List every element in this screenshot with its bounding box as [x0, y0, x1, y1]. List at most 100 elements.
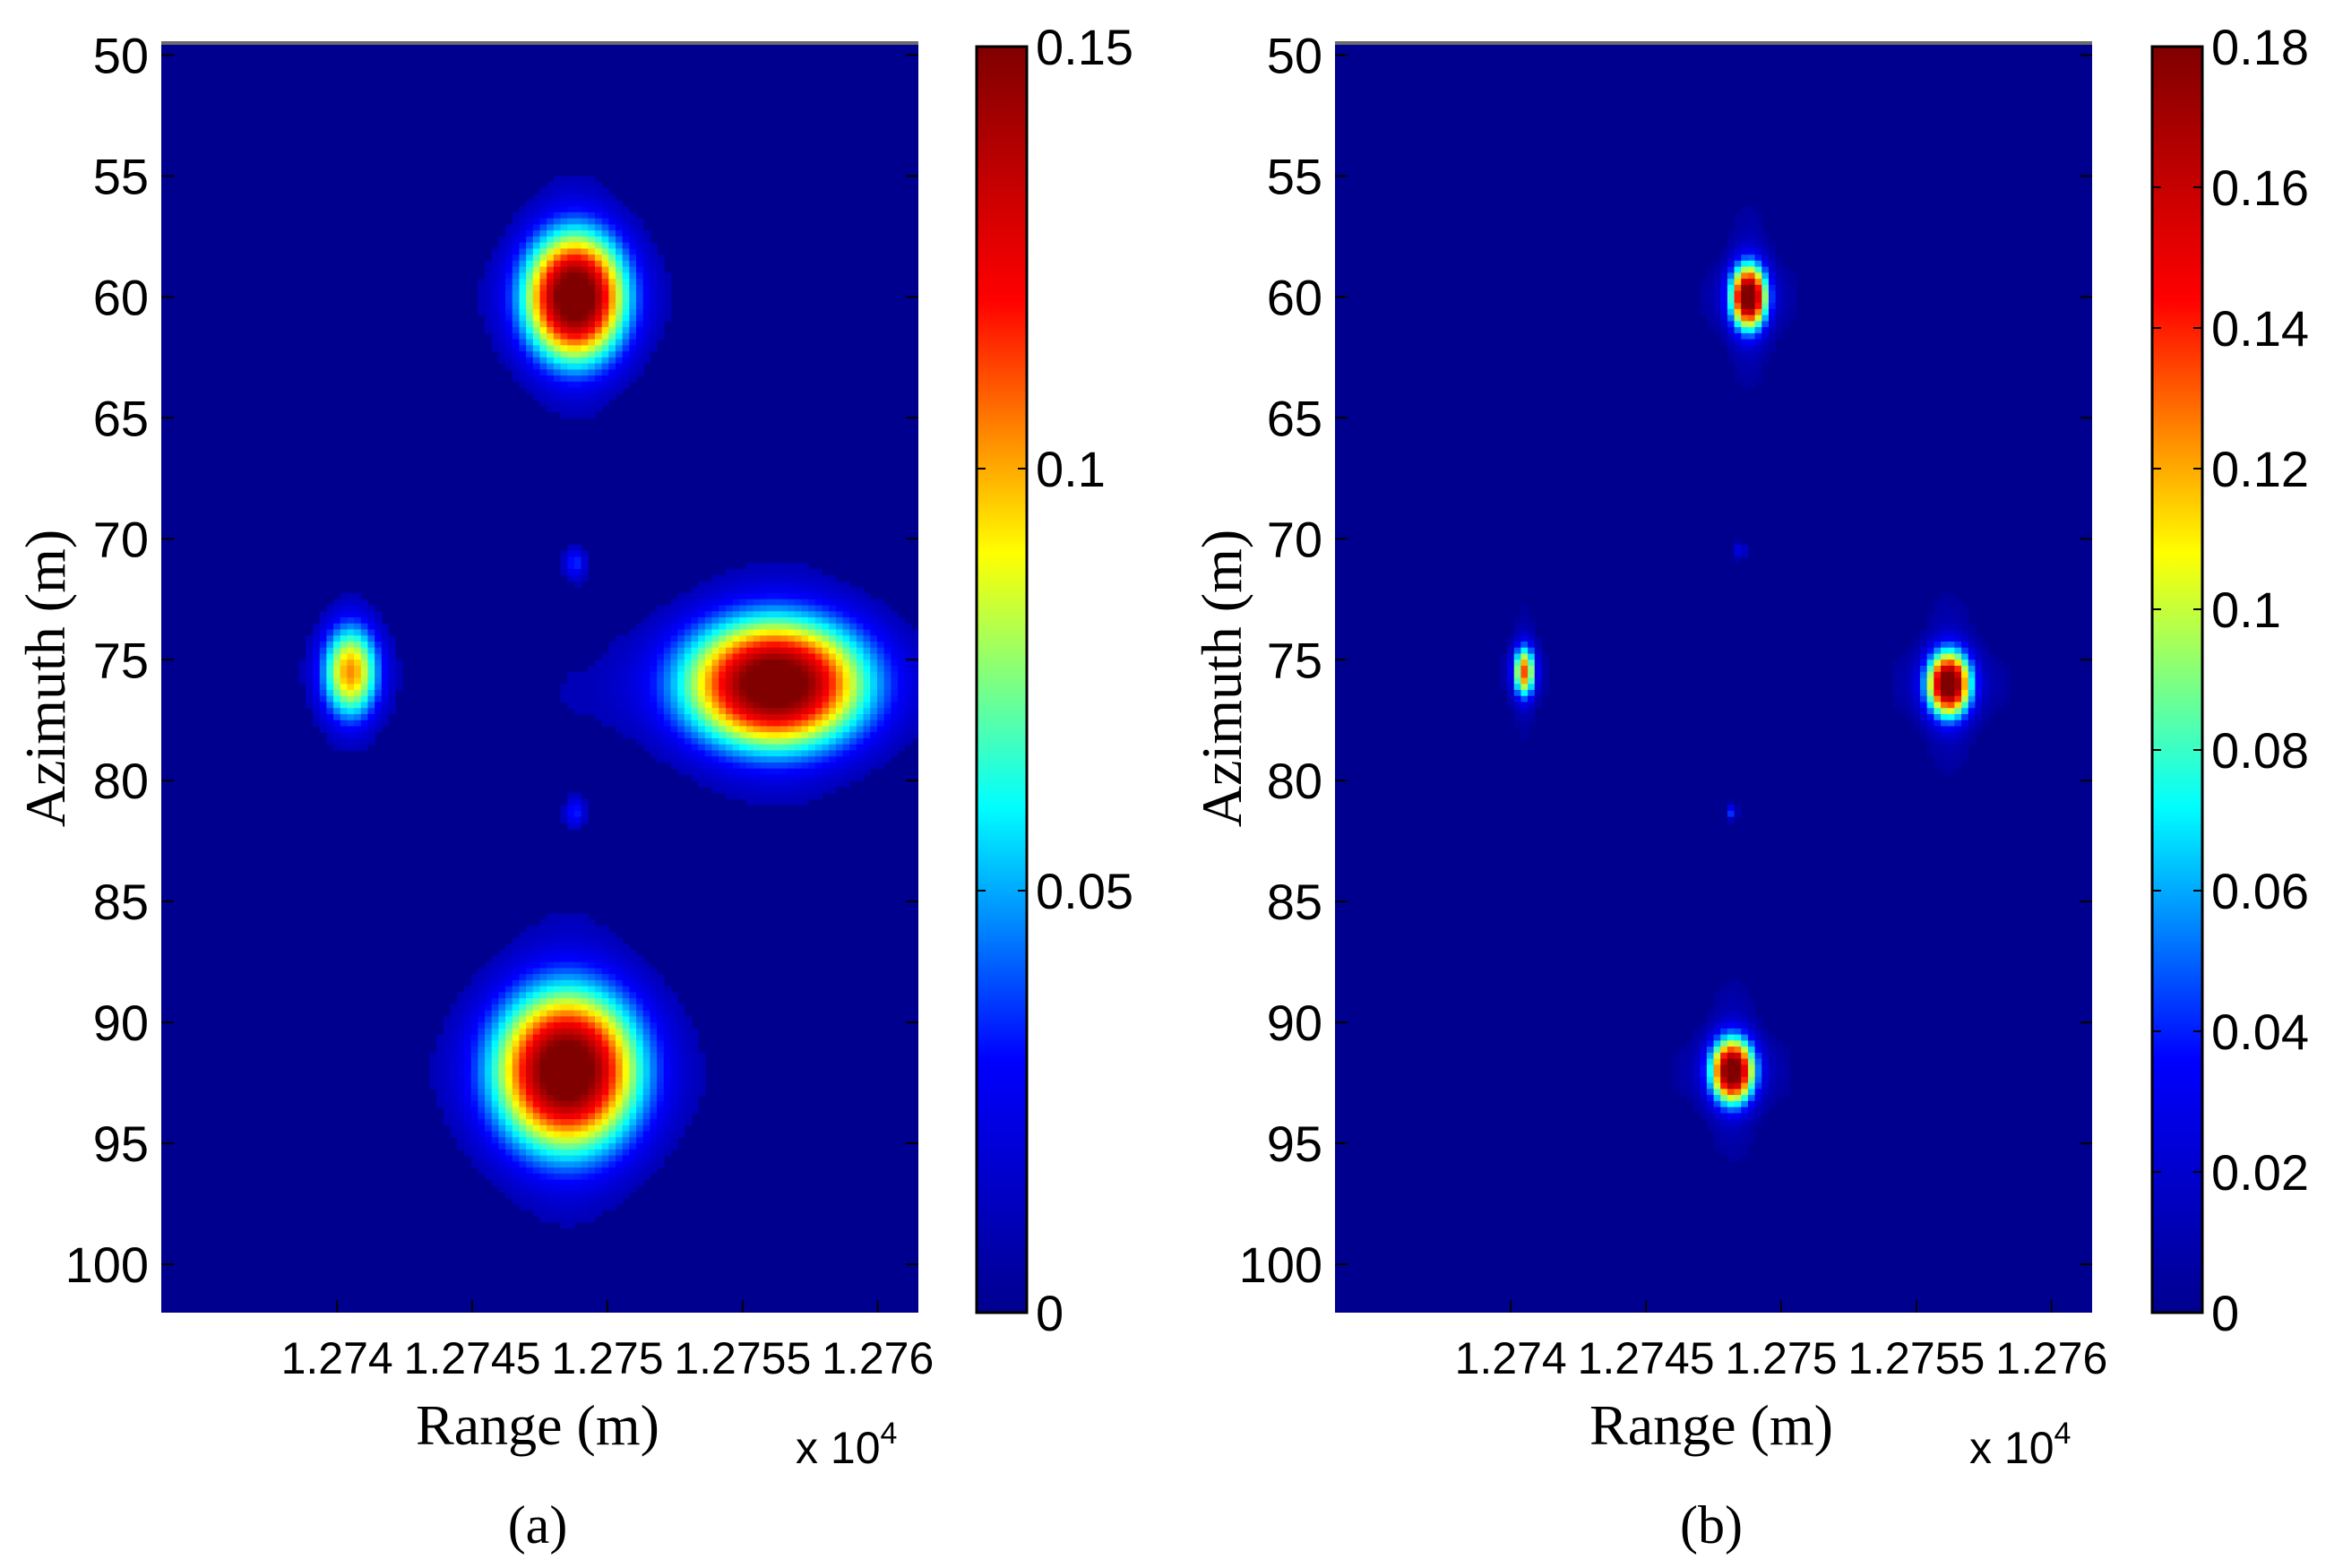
heatmap-cell — [1720, 254, 1728, 262]
heatmap-cell — [636, 719, 644, 728]
heatmap-cell — [616, 1192, 624, 1199]
heatmap-cell — [835, 708, 844, 715]
heatmap-cell — [594, 1047, 603, 1054]
heatmap-cell — [526, 961, 534, 969]
heatmap-cell — [532, 1143, 541, 1150]
heatmap-cell — [650, 744, 658, 752]
heatmap-cell — [1934, 605, 1942, 612]
heatmap-cell — [767, 780, 775, 788]
heatmap-cell — [319, 666, 327, 673]
heatmap-cell — [519, 1004, 527, 1012]
heatmap-cell — [650, 321, 658, 328]
heatmap-cell — [519, 308, 527, 316]
heatmap-cell — [808, 599, 816, 607]
heatmap-cell — [829, 605, 837, 612]
heatmap-cell — [704, 708, 713, 715]
heatmap-cell — [470, 1089, 478, 1096]
heatmap-cell — [863, 623, 871, 631]
heatmap-cell — [1961, 744, 1969, 752]
heatmap-cell — [753, 756, 761, 763]
heatmap-cell — [1727, 1004, 1736, 1012]
heatmap-cell — [594, 1022, 603, 1030]
heatmap-cell — [354, 617, 362, 625]
heatmap-cell — [573, 684, 582, 691]
heatmap-cell — [539, 308, 547, 316]
heatmap-cell — [588, 1161, 596, 1168]
heatmap-cell — [1926, 737, 1934, 745]
heatmap-cell — [760, 617, 768, 625]
heatmap-cell — [1947, 732, 1955, 739]
heatmap-cell — [539, 381, 547, 389]
heatmap-cell — [1926, 623, 1934, 631]
heatmap-cell — [876, 756, 885, 763]
heatmap-cell — [512, 1058, 521, 1065]
heatmap-cell — [829, 786, 837, 794]
heatmap-cell — [801, 786, 809, 794]
heatmap-cell — [670, 647, 678, 655]
heatmap-cell — [1754, 1040, 1762, 1047]
heatmap-cell — [642, 702, 651, 709]
heatmap-cell — [657, 284, 665, 292]
heatmap-cell — [395, 666, 403, 673]
heatmap-cell — [601, 1010, 609, 1017]
heatmap-cell — [601, 357, 609, 365]
heatmap-cell — [642, 1040, 651, 1047]
heatmap-cell — [560, 248, 568, 255]
heatmap-cell — [629, 1071, 637, 1078]
heatmap-cell — [1720, 321, 1728, 328]
heatmap-cell — [306, 677, 314, 685]
heatmap-cell — [1734, 375, 1742, 383]
heatmap-cell — [773, 569, 781, 576]
heatmap-cell — [1741, 992, 1749, 999]
heatmap-cell — [808, 737, 816, 745]
heatmap-cell — [616, 1095, 624, 1102]
heatmap-cell — [560, 1058, 568, 1065]
heatmap-cell — [1679, 1058, 1687, 1065]
heatmap-cell — [657, 332, 665, 340]
heatmap-cell — [629, 272, 637, 280]
heatmap-cell — [547, 375, 555, 383]
heatmap-cell — [629, 1052, 637, 1060]
heatmap-cell — [573, 194, 582, 202]
heatmap-cell — [642, 629, 651, 636]
heatmap-cell — [601, 677, 609, 685]
heatmap-cell — [622, 1119, 630, 1126]
heatmap-cell — [1954, 635, 1962, 642]
heatmap-cell — [622, 684, 630, 691]
heatmap-cell — [753, 653, 761, 660]
heatmap-cell — [306, 690, 314, 697]
heatmap-cell — [863, 768, 871, 776]
heatmap-cell — [581, 943, 589, 951]
heatmap-cell — [788, 708, 796, 715]
heatmap-cell — [670, 1028, 678, 1036]
heatmap-cell — [622, 1095, 630, 1102]
heatmap-cell — [1768, 1076, 1777, 1084]
heatmap-cell — [601, 719, 609, 728]
heatmap-cell — [560, 1210, 568, 1217]
heatmap-cell — [1534, 647, 1543, 655]
heatmap-cell — [539, 1004, 547, 1012]
heatmap-cell — [1700, 1058, 1708, 1065]
heatmap-cell — [767, 593, 775, 600]
heatmap-cell — [1528, 708, 1536, 715]
heatmap-cell — [794, 719, 803, 728]
heatmap-cell — [381, 647, 390, 655]
heatmap-cell — [505, 308, 513, 316]
heatmap-cell — [354, 713, 362, 721]
heatmap-cell — [547, 351, 555, 358]
heatmap-cell — [601, 1071, 609, 1078]
heatmap-cell — [1934, 671, 1942, 679]
heatmap-cell — [704, 684, 713, 691]
heatmap-cell — [601, 339, 609, 346]
heatmap-cell — [863, 605, 871, 612]
heatmap-cell — [436, 1089, 444, 1096]
heatmap-cell — [698, 744, 706, 752]
heatmap-cell — [601, 653, 609, 660]
heatmap-cell — [642, 254, 651, 262]
heatmap-cell — [581, 1016, 589, 1023]
heatmap-cell — [794, 732, 803, 739]
heatmap-cell — [581, 242, 589, 250]
heatmap-cell — [429, 1058, 437, 1065]
heatmap-cell — [670, 684, 678, 691]
heatmap-cell — [698, 1071, 706, 1078]
